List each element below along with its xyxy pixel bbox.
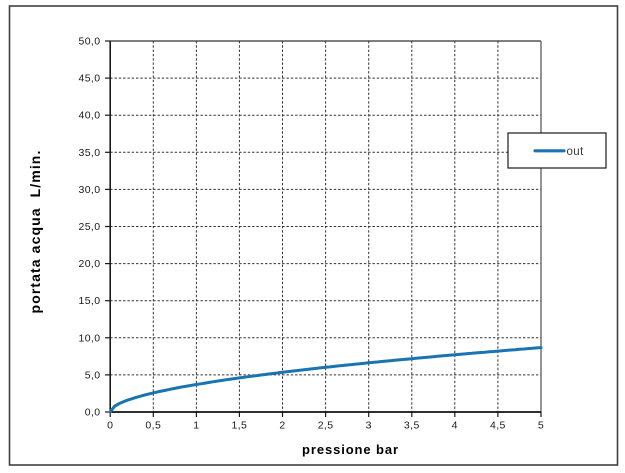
svg-text:40,0: 40,0	[78, 110, 100, 122]
svg-text:0,0: 0,0	[85, 407, 101, 419]
svg-text:4,5: 4,5	[490, 420, 506, 432]
svg-text:4: 4	[452, 420, 458, 432]
svg-text:5,0: 5,0	[85, 369, 101, 381]
svg-text:1,5: 1,5	[232, 420, 248, 432]
svg-text:5: 5	[538, 420, 544, 432]
svg-text:45,0: 45,0	[78, 73, 100, 85]
svg-text:3: 3	[366, 420, 372, 432]
svg-text:30,0: 30,0	[78, 184, 100, 196]
svg-text:2: 2	[279, 420, 285, 432]
svg-text:50,0: 50,0	[78, 36, 100, 48]
svg-text:15,0: 15,0	[78, 295, 100, 307]
svg-text:0: 0	[107, 420, 113, 432]
svg-text:pressione bar: pressione bar	[302, 442, 399, 457]
svg-text:10,0: 10,0	[78, 332, 100, 344]
svg-text:1: 1	[193, 420, 199, 432]
svg-text:25,0: 25,0	[78, 221, 100, 233]
svg-text:20,0: 20,0	[78, 258, 100, 270]
svg-text:out: out	[567, 146, 585, 158]
svg-text:35,0: 35,0	[78, 147, 100, 159]
svg-text:3,5: 3,5	[404, 420, 420, 432]
svg-text:0,5: 0,5	[145, 420, 161, 432]
svg-text:2,5: 2,5	[318, 420, 334, 432]
svg-text:portata acqua L/min.: portata acqua L/min.	[27, 150, 43, 314]
